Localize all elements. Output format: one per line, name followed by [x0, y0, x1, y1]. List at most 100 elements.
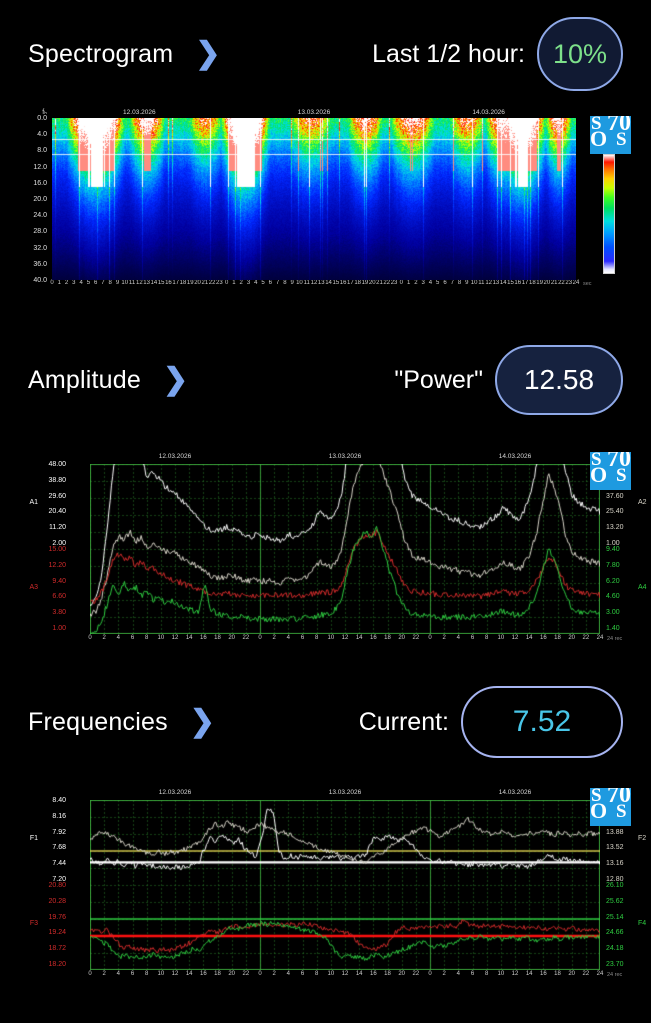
x-tick-label: 16 [539, 635, 547, 641]
y-axis-title: fₕ [42, 109, 47, 116]
x-tick-label: 0 [224, 280, 229, 286]
x-tick-label: 7 [450, 280, 454, 286]
frequencies-date-bar: 12.03.2026 13.03.2026 14.03.2026 [20, 788, 631, 800]
x-axis-unit: 24 rec [607, 636, 623, 642]
axis-tick-label: 24.66 [606, 929, 624, 937]
x-tick-label: 6 [268, 280, 272, 286]
section-header-spectrogram[interactable]: Spectrogram ❯ Last 1/2 hour: 10% [0, 14, 651, 94]
logo-number: 70 [607, 452, 631, 472]
x-tick-label: 6 [443, 280, 447, 286]
x-tick-label: 6 [300, 971, 305, 977]
amplitude-stat-value[interactable]: 12.58 [495, 345, 623, 415]
section-header-amplitude[interactable]: Amplitude ❯ "Power" 12.58 [0, 340, 651, 420]
axis-tick-label: 13.16 [606, 860, 624, 868]
y-tick-label: 24.0 [33, 212, 47, 220]
x-tick-label: 1 [232, 280, 236, 286]
x-tick-label: 13 [317, 280, 325, 286]
x-tick-label: 3 [72, 280, 76, 286]
x-tick-label: 22 [208, 280, 216, 286]
x-tick-label: 14 [185, 635, 193, 641]
chevron-right-icon[interactable]: ❯ [162, 363, 189, 396]
x-tick-label: 14 [185, 971, 193, 977]
frequencies-plot[interactable] [90, 800, 600, 970]
x-tick-label: 12 [135, 280, 143, 286]
x-tick-label: 13 [143, 280, 150, 286]
chevron-right-icon[interactable]: ❯ [189, 705, 215, 738]
x-tick-label: 18 [554, 971, 561, 977]
x-tick-label: 5 [436, 280, 440, 286]
axis-tick-label: 3.00 [606, 609, 620, 617]
x-tick-label: 9 [115, 280, 120, 286]
axis-tick-label: 1.00 [52, 625, 66, 632]
x-tick-label: 5 [261, 280, 265, 286]
date-label: 13.03.2026 [297, 109, 331, 116]
axis-tick-label: 7.68 [52, 844, 66, 852]
x-tick-label: 13 [492, 280, 500, 286]
date-label: 14.03.2026 [498, 789, 532, 796]
x-tick-label: 12 [171, 971, 179, 977]
date-label: 14.03.2026 [498, 453, 532, 460]
x-tick-label: 10 [157, 635, 165, 641]
x-tick-label: 10 [121, 280, 129, 286]
x-tick-label: 8 [144, 635, 149, 641]
amplitude-plot[interactable] [90, 464, 600, 634]
spectrogram-x-axis: 0 1 2 3 4 5 6 7 8 9 10 11 12 13 14 15 16 17 18 19 20 21 22 23 0 1… [20, 280, 631, 292]
x-tick-label: 19 [186, 280, 194, 286]
x-tick-label: 2 [272, 971, 276, 977]
y-tick-label: 32.0 [33, 244, 47, 252]
x-tick-label: 4 [456, 635, 460, 641]
frequencies-stat-value[interactable]: 7.52 [461, 686, 623, 758]
x-tick-label: 0 [399, 280, 403, 286]
section-header-frequencies[interactable]: Frequencies ❯ Current: 7.52 [0, 682, 651, 762]
frequencies-chart[interactable]: 12.03.2026 13.03.2026 14.03.2026 8.40 8.16 7… [20, 788, 646, 988]
spectrogram-stat-value[interactable]: 10% [537, 17, 623, 91]
axis-tick-label: 7.80 [606, 561, 620, 569]
frequencies-plot-wrap: 12.03.2026 13.03.2026 14.03.2026 8.40 8.16 7… [20, 788, 646, 988]
y-tick-label: 0.0 [37, 115, 47, 122]
chevron-right-icon[interactable]: ❯ [195, 37, 221, 70]
axis-series-label: F3 [29, 919, 38, 927]
logo-s-top: S [591, 452, 602, 470]
axis-tick-label: 9.40 [52, 577, 66, 585]
axis-series-label: A4 [638, 583, 647, 591]
x-tick-label: 18 [384, 971, 391, 977]
axis-tick-label: 7.44 [52, 860, 66, 868]
axis-tick-label: 25.40 [606, 508, 624, 516]
axis-tick-label: 9.40 [606, 546, 620, 553]
x-tick-label: 22 [412, 635, 420, 641]
x-tick-label: 11 [128, 280, 136, 286]
date-label: 14.03.2026 [472, 109, 505, 116]
x-tick-label: 12 [511, 971, 519, 977]
x-tick-label: 18 [554, 635, 561, 641]
axis-series-label: F2 [638, 834, 647, 842]
amplitude-x-axis: 0 2 4 6 8 10 12 14 16 18 20 22 0 2 4 6 8 10 12 14 16 18 20 22 0 2… [20, 635, 631, 647]
x-tick-label: 8 [314, 635, 319, 641]
x-tick-label: 20 [568, 971, 575, 977]
amplitude-chart[interactable]: 12.03.2026 13.03.2026 14.03.2026 48.00 38.8… [20, 452, 647, 652]
x-tick-label: 22 [242, 635, 250, 641]
amplitude-stat: "Power" 12.58 [394, 345, 623, 415]
x-tick-label: 10 [497, 635, 505, 641]
y-tick-label: 16.0 [33, 179, 47, 187]
y-tick-label: 40.0 [33, 277, 47, 284]
x-tick-label: 21 [201, 280, 209, 286]
logo-s-bottom: S [616, 465, 627, 486]
x-tick-label: 14 [325, 280, 332, 286]
x-tick-label: 6 [130, 635, 135, 641]
x-tick-label: 20 [398, 971, 405, 977]
x-tick-label: 3 [246, 280, 251, 286]
axis-series-label: F1 [29, 834, 38, 842]
x-tick-label: 8 [283, 280, 287, 286]
spectrogram-heatmap[interactable] [52, 118, 576, 280]
x-tick-label: 2 [442, 635, 446, 641]
axis-tick-label: 29.60 [48, 492, 66, 500]
x-tick-label: 23 [565, 280, 573, 286]
axis-tick-label: 1.40 [606, 625, 620, 632]
sos-70-logo: S 70 O S [590, 452, 631, 490]
spectrogram-chart[interactable]: 12.03.2026 13.03.2026 14.03.2026 fₕ 0.0 4.0 8… [20, 108, 631, 296]
x-tick-label: 11 [478, 280, 485, 286]
x-tick-label: 12 [171, 635, 179, 641]
date-label: 13.03.2026 [328, 453, 362, 460]
x-tick-label: 10 [157, 971, 165, 977]
